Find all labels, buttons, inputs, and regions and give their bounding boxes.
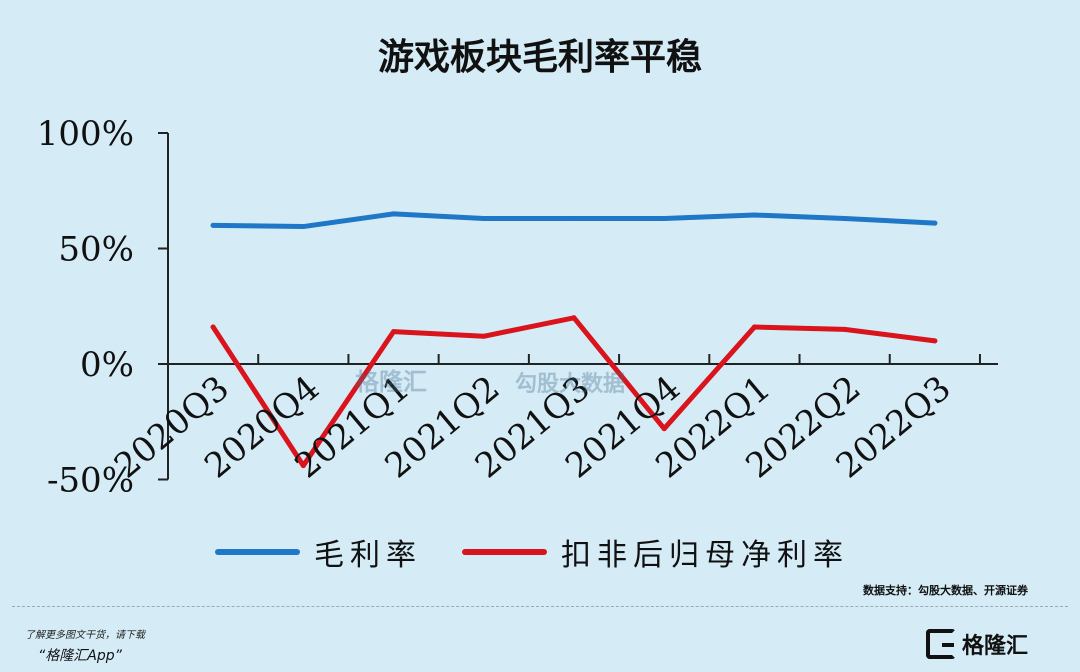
data-point (932, 220, 938, 226)
data-point (661, 426, 667, 432)
watermark-data: 勾股大数据 (515, 372, 626, 397)
data-point (751, 324, 757, 330)
legend-swatch-net-margin (462, 549, 547, 555)
brand-logo: 格隆汇 (925, 628, 1028, 660)
data-point (661, 215, 667, 221)
legend-item-net-margin: 扣非后归母净利率 (462, 530, 849, 574)
brand-name: 格隆汇 (961, 634, 1028, 659)
data-point (210, 222, 216, 228)
promo-text: 了解更多图文干货，请下载 (25, 630, 145, 641)
data-source: 数据支持：勾股大数据、开源证券 (863, 584, 1028, 597)
y-tick-label: -50% (47, 461, 134, 501)
chart-title: 游戏板块毛利率平稳 (377, 37, 702, 78)
data-point (481, 215, 487, 221)
data-point (210, 324, 216, 330)
y-tick-label: 0% (80, 345, 134, 385)
footer-divider (12, 606, 1068, 607)
brand-g-icon (925, 629, 956, 659)
chart-legend: 毛利率 扣非后归母净利率 (215, 530, 889, 574)
data-point (751, 212, 757, 218)
legend-swatch-gross-margin (215, 549, 300, 555)
data-point (842, 215, 848, 221)
data-point (481, 333, 487, 339)
legend-item-gross-margin: 毛利率 (215, 530, 422, 574)
legend-label-net-margin: 扣非后归母净利率 (561, 538, 849, 573)
watermark-brand: 格隆汇 (355, 368, 427, 396)
promo-app-name: “格隆汇App” (38, 648, 122, 664)
y-tick-label: 100% (37, 114, 134, 154)
data-point (842, 326, 848, 332)
data-point (571, 215, 577, 221)
y-tick-label: 50% (58, 230, 134, 270)
data-point (932, 338, 938, 344)
data-point (300, 224, 306, 230)
data-point (571, 315, 577, 321)
data-point (391, 329, 397, 335)
line-chart: 100%50%0%-50%2020Q32020Q42021Q12021Q2202… (37, 114, 998, 501)
legend-label-gross-margin: 毛利率 (314, 538, 422, 573)
data-point (300, 463, 306, 469)
data-point (391, 211, 397, 217)
